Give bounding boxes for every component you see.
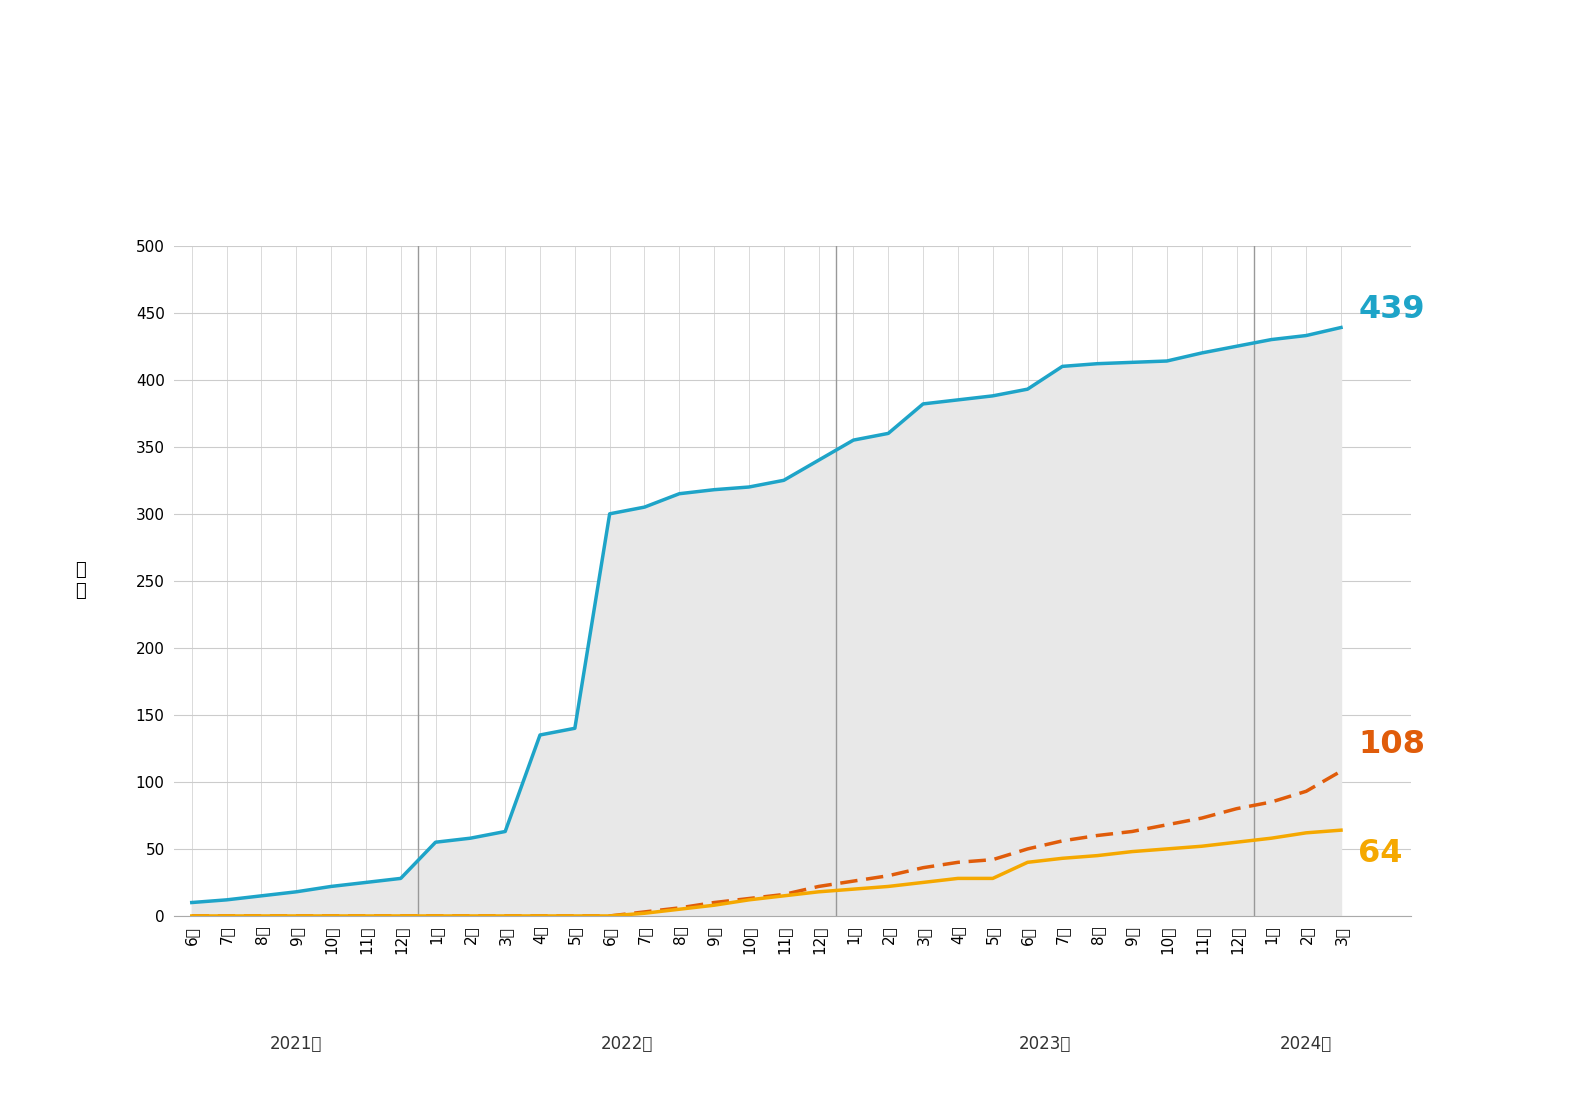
Text: 2024年: 2024年 <box>1281 1035 1333 1053</box>
Text: 2022年: 2022年 <box>601 1035 653 1053</box>
Text: 2023年: 2023年 <box>1019 1035 1071 1053</box>
Text: 64: 64 <box>1358 838 1403 869</box>
Text: 社
数: 社 数 <box>74 562 86 600</box>
Text: バーチャルオンリー株主総会開催及び定款変更決議の推移: バーチャルオンリー株主総会開催及び定款変更決議の推移 <box>561 112 992 140</box>
Text: 108: 108 <box>1358 729 1425 761</box>
Text: 2021年: 2021年 <box>269 1035 322 1053</box>
Text: 439: 439 <box>1358 294 1425 325</box>
